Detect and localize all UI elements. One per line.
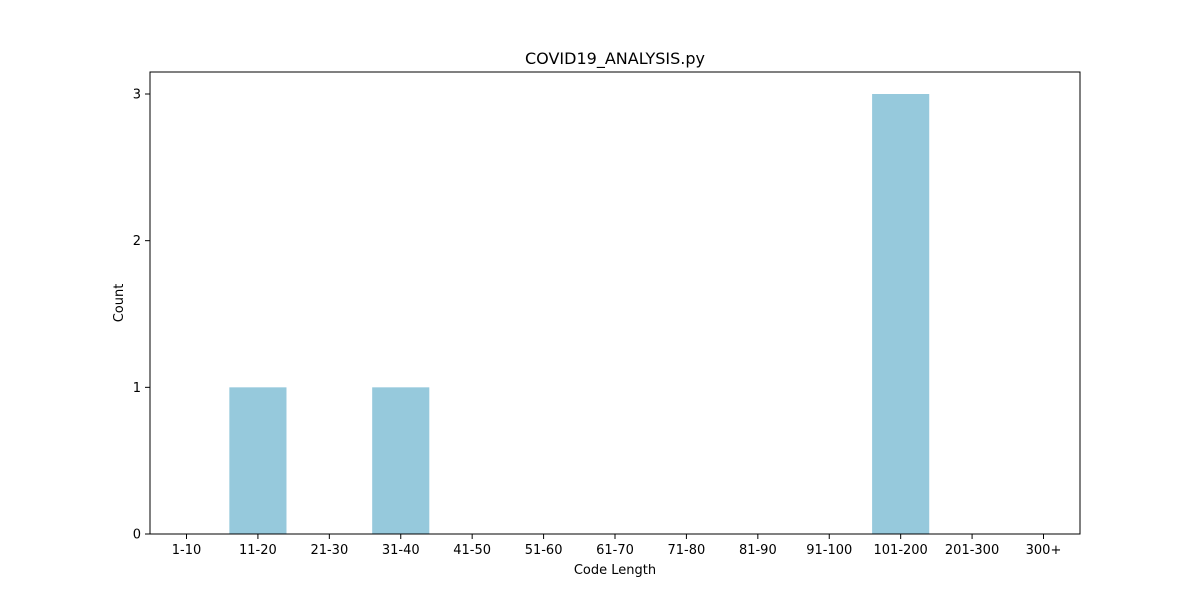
plot-area-frame	[149, 71, 1081, 535]
x-tick-label: 41-50	[453, 543, 491, 558]
bar-101-200	[872, 94, 930, 534]
x-tick-label: 61-70	[596, 543, 634, 558]
bars-group	[229, 94, 930, 534]
y-tick-label: 3	[133, 88, 141, 103]
x-tick-label: 21-30	[310, 543, 348, 558]
y-tick-label: 1	[133, 381, 141, 396]
y-tick-label: 2	[133, 234, 141, 249]
y-axis-label: Count	[112, 284, 127, 323]
y-axis: 0 1 2 3	[133, 88, 150, 543]
x-tick-label: 201-300	[945, 543, 999, 558]
x-tick-label: 51-60	[525, 543, 563, 558]
y-tick-label: 0	[133, 528, 141, 543]
x-tick-label: 81-90	[739, 543, 777, 558]
x-tick-label: 300+	[1026, 543, 1062, 558]
chart-title: COVID19_ANALYSIS.py	[525, 49, 705, 69]
bar-31-40	[372, 387, 430, 534]
bar-11-20	[229, 387, 287, 534]
x-tick-label: 101-200	[874, 543, 928, 558]
x-tick-label: 1-10	[172, 543, 202, 558]
x-tick-label: 11-20	[239, 543, 277, 558]
x-axis-label: Code Length	[574, 563, 656, 578]
x-axis: 1-10 11-20 21-30 31-40 41-50 51-60 61-70 71-80 8…	[172, 534, 1062, 558]
x-tick-label: 91-100	[806, 543, 852, 558]
x-tick-label: 31-40	[382, 543, 420, 558]
x-tick-label: 71-80	[668, 543, 706, 558]
